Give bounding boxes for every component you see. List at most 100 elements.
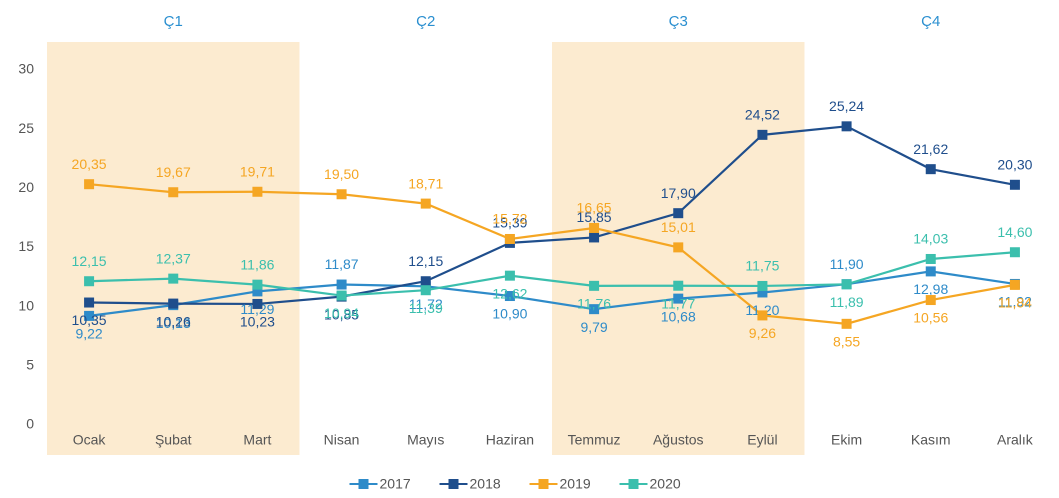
point (252, 286, 263, 297)
data-label: 10,13 (156, 315, 191, 331)
point (336, 189, 347, 200)
data-label: 10,94 (324, 305, 359, 321)
data-label: 11,92 (998, 294, 1032, 310)
y-tick-label: 10 (18, 297, 34, 313)
point (673, 242, 684, 253)
quarter-label: Ç4 (921, 13, 940, 30)
point (1009, 279, 1020, 290)
legend-marker (628, 479, 639, 489)
point (252, 186, 263, 197)
point (589, 222, 600, 233)
x-tick-label: Ocak (73, 432, 107, 448)
y-tick-label: 0 (26, 416, 34, 432)
legend-marker (538, 479, 549, 489)
point (420, 276, 431, 287)
point (925, 164, 936, 175)
point (168, 187, 179, 198)
y-tick-label: 15 (18, 238, 34, 254)
data-label: 12,37 (156, 250, 191, 266)
series-line (88, 183, 1016, 325)
data-label: 11,29 (240, 301, 274, 317)
data-label: 12,98 (913, 281, 948, 297)
data-label: 10,68 (661, 308, 696, 324)
data-label: 11,76 (577, 296, 611, 312)
data-label: 19,67 (156, 164, 191, 180)
point (168, 273, 179, 284)
data-label: 9,22 (75, 326, 102, 342)
data-label: 12,62 (492, 285, 527, 301)
point (336, 279, 347, 290)
x-tick-label: Eylül (747, 432, 777, 448)
quarter-label: Ç3 (669, 13, 688, 30)
point (841, 318, 852, 329)
y-tick-label: 30 (18, 61, 34, 77)
x-tick-label: Haziran (486, 432, 534, 448)
point (589, 280, 600, 291)
data-label: 12,15 (408, 253, 443, 269)
data-label: 11,90 (830, 256, 864, 272)
point (420, 198, 431, 209)
x-tick-label: Kasım (911, 432, 951, 448)
data-label: 15,39 (492, 215, 527, 231)
data-label: 11,89 (830, 294, 864, 310)
point (925, 266, 936, 277)
data-label: 8,55 (833, 334, 860, 350)
data-label: 15,72 (492, 211, 527, 227)
legend-label: 2018 (470, 476, 501, 492)
data-label: 11,39 (409, 300, 443, 316)
series-line (89, 251, 1016, 297)
point (1009, 247, 1020, 258)
point (757, 310, 768, 321)
point (841, 121, 852, 132)
point (504, 233, 515, 244)
point (589, 304, 600, 315)
data-label: 15,85 (577, 209, 612, 225)
data-label: 10,85 (324, 306, 359, 322)
data-label: 11,20 (745, 302, 779, 318)
point (168, 298, 179, 309)
series-line (89, 125, 1016, 306)
x-tick-label: Temmuz (568, 432, 621, 448)
data-label: 11,72 (409, 296, 443, 312)
point (925, 295, 936, 306)
x-tick-label: Mayıs (407, 432, 444, 448)
x-tick-label: Nisan (324, 432, 360, 448)
point (841, 279, 852, 290)
data-label: 20,35 (72, 156, 107, 172)
point (925, 253, 936, 264)
point (673, 293, 684, 304)
legend-label: 2017 (380, 476, 411, 492)
y-tick-label: 5 (26, 357, 34, 373)
x-tick-label: Ekim (831, 432, 862, 448)
quarter-shade (47, 42, 300, 455)
data-label: 11,84 (998, 295, 1032, 311)
point (252, 279, 263, 290)
legend-label: 2020 (650, 476, 681, 492)
data-label: 19,71 (240, 163, 275, 179)
data-label: 10,26 (156, 313, 191, 329)
point (84, 297, 95, 308)
point (589, 232, 600, 243)
data-label: 14,60 (997, 224, 1032, 240)
data-label: 9,79 (580, 319, 607, 335)
data-label: 11,75 (745, 258, 779, 274)
data-label: 24,52 (745, 107, 780, 123)
point (673, 208, 684, 219)
data-label: 25,24 (829, 98, 864, 114)
data-label: 9,26 (749, 325, 776, 341)
point (673, 280, 684, 291)
point (84, 276, 95, 287)
data-label: 19,50 (324, 166, 359, 182)
point (84, 310, 95, 321)
data-label: 21,62 (913, 141, 948, 157)
data-label: 11,86 (240, 256, 274, 272)
data-label: 11,87 (325, 256, 359, 272)
x-tick-label: Ağustos (653, 432, 704, 448)
data-label: 16,65 (577, 200, 612, 216)
data-label: 10,56 (913, 310, 948, 326)
quarter-label: Ç1 (164, 13, 183, 30)
data-label: 15,01 (661, 219, 696, 235)
x-tick-label: Mart (243, 432, 271, 448)
legend-label: 2019 (560, 476, 591, 492)
